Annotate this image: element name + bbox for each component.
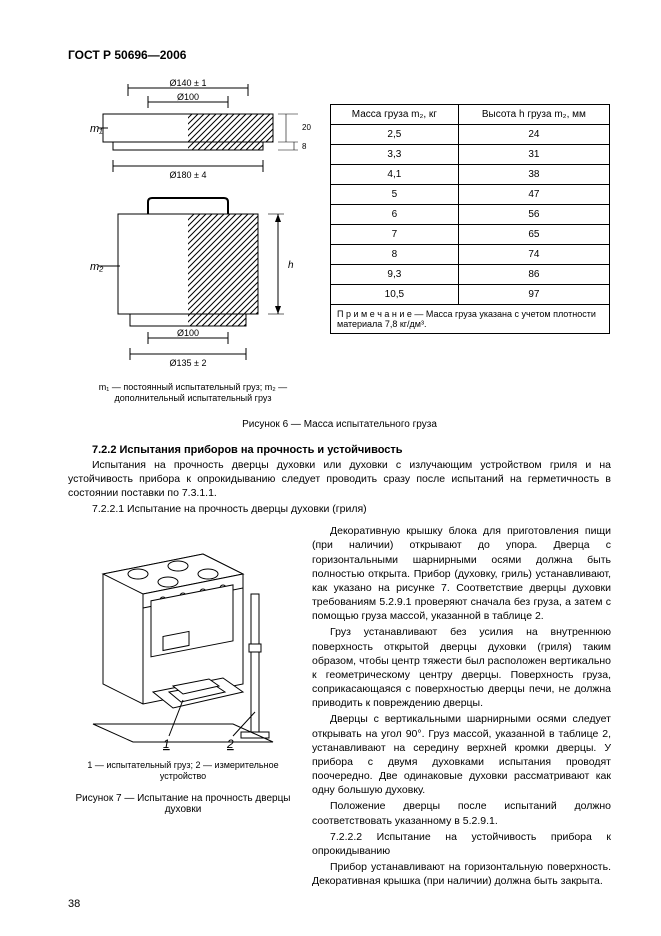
figure-6-note: m₁ — постоянный испытательный груз; m₂ —… — [68, 382, 318, 405]
svg-text:Ø180 ± 4: Ø180 ± 4 — [170, 170, 207, 180]
figure-7-caption: Рисунок 7 — Испытание на прочность дверц… — [68, 793, 298, 815]
table-cell: 56 — [458, 205, 609, 225]
svg-text:2: 2 — [226, 737, 234, 751]
table-cell: 6 — [331, 205, 459, 225]
figure-6-bottom: m₂ h Ø100 Ø135 ± 2 — [68, 196, 318, 376]
para: Прибор устанавливают на горизонтальную п… — [312, 860, 611, 888]
table-cell: 3,3 — [331, 145, 459, 165]
table-cell: 5 — [331, 185, 459, 205]
page-number: 38 — [68, 898, 80, 910]
table-cell: 8 — [331, 245, 459, 265]
table-header-height: Высота h груза m₂, мм — [458, 105, 609, 125]
figure-6: Ø140 ± 1 Ø100 — [68, 76, 318, 405]
svg-text:1: 1 — [163, 737, 170, 751]
svg-text:m₁: m₁ — [90, 123, 103, 135]
table-cell: 65 — [458, 225, 609, 245]
table-cell: 7 — [331, 225, 459, 245]
table-cell: 47 — [458, 185, 609, 205]
figure-7: 1 2 1 — испытательный груз; 2 — измерите… — [68, 524, 298, 890]
para: Дверцы с вертикальными шарнирными осями … — [312, 712, 611, 797]
para: Положение дверцы после испытаний должно … — [312, 799, 611, 827]
svg-text:8: 8 — [302, 142, 307, 151]
table-cell: 4,1 — [331, 165, 459, 185]
para: 7.2.2.1 Испытание на прочность дверцы ду… — [68, 502, 611, 516]
table-note: П р и м е ч а н и е — Масса груза указан… — [331, 305, 610, 334]
table-cell: 9,3 — [331, 265, 459, 285]
para: Декоративную крышку блока для приготовле… — [312, 524, 611, 623]
table-cell: 86 — [458, 265, 609, 285]
figure-7-legend: 1 — испытательный груз; 2 — измерительно… — [68, 760, 298, 783]
table-cell: 2,5 — [331, 125, 459, 145]
table-header-mass: Масса груза m₂, кг — [331, 105, 459, 125]
table-cell: 10,5 — [331, 285, 459, 305]
svg-text:m₂: m₂ — [90, 261, 104, 273]
table-cell: 24 — [458, 125, 609, 145]
svg-text:20: 20 — [302, 123, 311, 132]
table-cell: 74 — [458, 245, 609, 265]
para: Испытания на прочность дверцы духовки ил… — [68, 458, 611, 501]
figure-7-svg: 1 2 — [73, 524, 293, 754]
section-title: 7.2.2 Испытания приборов на прочность и … — [68, 444, 611, 456]
para: Груз устанавливают без усилия на внутрен… — [312, 625, 611, 710]
table-cell: 97 — [458, 285, 609, 305]
svg-text:Ø100: Ø100 — [177, 92, 199, 102]
mass-table: Масса груза m₂, кг Высота h груза m₂, мм… — [330, 104, 610, 334]
gost-header: ГОСТ Р 50696—2006 — [68, 48, 611, 62]
svg-text:h: h — [288, 260, 294, 271]
svg-text:Ø100: Ø100 — [177, 328, 199, 338]
para: 7.2.2.2 Испытание на устойчивость прибор… — [312, 830, 611, 858]
table-cell: 31 — [458, 145, 609, 165]
svg-text:Ø135 ± 2: Ø135 ± 2 — [170, 358, 207, 368]
svg-text:Ø140 ± 1: Ø140 ± 1 — [170, 78, 207, 88]
figure-6-top: Ø140 ± 1 Ø100 — [68, 76, 318, 196]
figure-6-caption: Рисунок 6 — Масса испытательного груза — [68, 419, 611, 430]
table-cell: 38 — [458, 165, 609, 185]
